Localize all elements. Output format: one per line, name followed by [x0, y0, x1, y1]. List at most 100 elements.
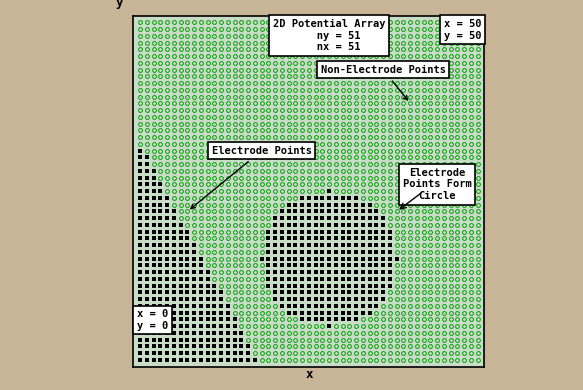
- Point: [406, 249, 415, 255]
- Point: [264, 60, 273, 66]
- Point: [359, 147, 368, 154]
- Point: [136, 154, 145, 160]
- Point: [466, 215, 476, 221]
- Point: [244, 282, 253, 289]
- Point: [433, 80, 442, 86]
- Point: [142, 66, 152, 73]
- Point: [149, 303, 159, 309]
- Point: [433, 249, 442, 255]
- Point: [189, 87, 199, 93]
- Point: [216, 19, 226, 25]
- Point: [257, 282, 266, 289]
- Point: [419, 296, 429, 302]
- Point: [156, 168, 165, 174]
- Point: [149, 316, 159, 323]
- Point: [237, 235, 246, 241]
- Point: [419, 316, 429, 323]
- Point: [142, 94, 152, 100]
- Point: [284, 343, 293, 349]
- Point: [446, 195, 455, 201]
- Point: [433, 357, 442, 363]
- Point: [278, 255, 287, 262]
- Point: [385, 296, 395, 302]
- Point: [230, 161, 240, 167]
- Point: [453, 316, 462, 323]
- Point: [210, 249, 219, 255]
- Point: [216, 323, 226, 329]
- Point: [223, 87, 233, 93]
- Point: [291, 235, 300, 241]
- Point: [210, 323, 219, 329]
- Point: [297, 235, 307, 241]
- Point: [244, 134, 253, 140]
- Point: [446, 303, 455, 309]
- Point: [291, 60, 300, 66]
- Point: [264, 222, 273, 228]
- Point: [331, 323, 340, 329]
- Point: [359, 87, 368, 93]
- Point: [466, 357, 476, 363]
- Point: [203, 19, 212, 25]
- Point: [406, 73, 415, 80]
- Point: [142, 296, 152, 302]
- Point: [216, 168, 226, 174]
- Point: [257, 94, 266, 100]
- Point: [230, 242, 240, 248]
- Point: [359, 114, 368, 120]
- Point: [352, 208, 361, 215]
- Point: [338, 46, 347, 53]
- Point: [244, 107, 253, 113]
- Point: [149, 242, 159, 248]
- Point: [169, 19, 178, 25]
- Point: [257, 316, 266, 323]
- Point: [244, 60, 253, 66]
- Point: [223, 249, 233, 255]
- Point: [271, 19, 280, 25]
- Point: [163, 343, 172, 349]
- Point: [440, 121, 449, 127]
- Point: [359, 181, 368, 188]
- Point: [453, 73, 462, 80]
- Point: [453, 357, 462, 363]
- Point: [352, 100, 361, 106]
- Point: [237, 121, 246, 127]
- Point: [318, 222, 327, 228]
- Point: [466, 147, 476, 154]
- Point: [440, 161, 449, 167]
- Point: [257, 229, 266, 235]
- Point: [210, 181, 219, 188]
- Point: [399, 195, 408, 201]
- Point: [257, 202, 266, 208]
- Point: [169, 343, 178, 349]
- Point: [446, 121, 455, 127]
- Point: [359, 276, 368, 282]
- Point: [210, 107, 219, 113]
- Point: [399, 19, 408, 25]
- Point: [385, 229, 395, 235]
- Point: [466, 161, 476, 167]
- Point: [284, 289, 293, 296]
- Point: [345, 235, 354, 241]
- Point: [392, 195, 402, 201]
- Point: [271, 310, 280, 316]
- Point: [149, 53, 159, 59]
- Point: [203, 343, 212, 349]
- Point: [278, 114, 287, 120]
- Point: [271, 215, 280, 221]
- Point: [399, 188, 408, 194]
- Point: [459, 121, 469, 127]
- Point: [136, 255, 145, 262]
- Point: [466, 289, 476, 296]
- Point: [318, 323, 327, 329]
- Point: [169, 215, 178, 221]
- Point: [189, 276, 199, 282]
- Point: [291, 39, 300, 46]
- Point: [318, 242, 327, 248]
- Point: [399, 343, 408, 349]
- Point: [304, 66, 314, 73]
- Point: [419, 350, 429, 356]
- Point: [304, 282, 314, 289]
- Point: [365, 208, 374, 215]
- Point: [149, 222, 159, 228]
- Point: [473, 161, 482, 167]
